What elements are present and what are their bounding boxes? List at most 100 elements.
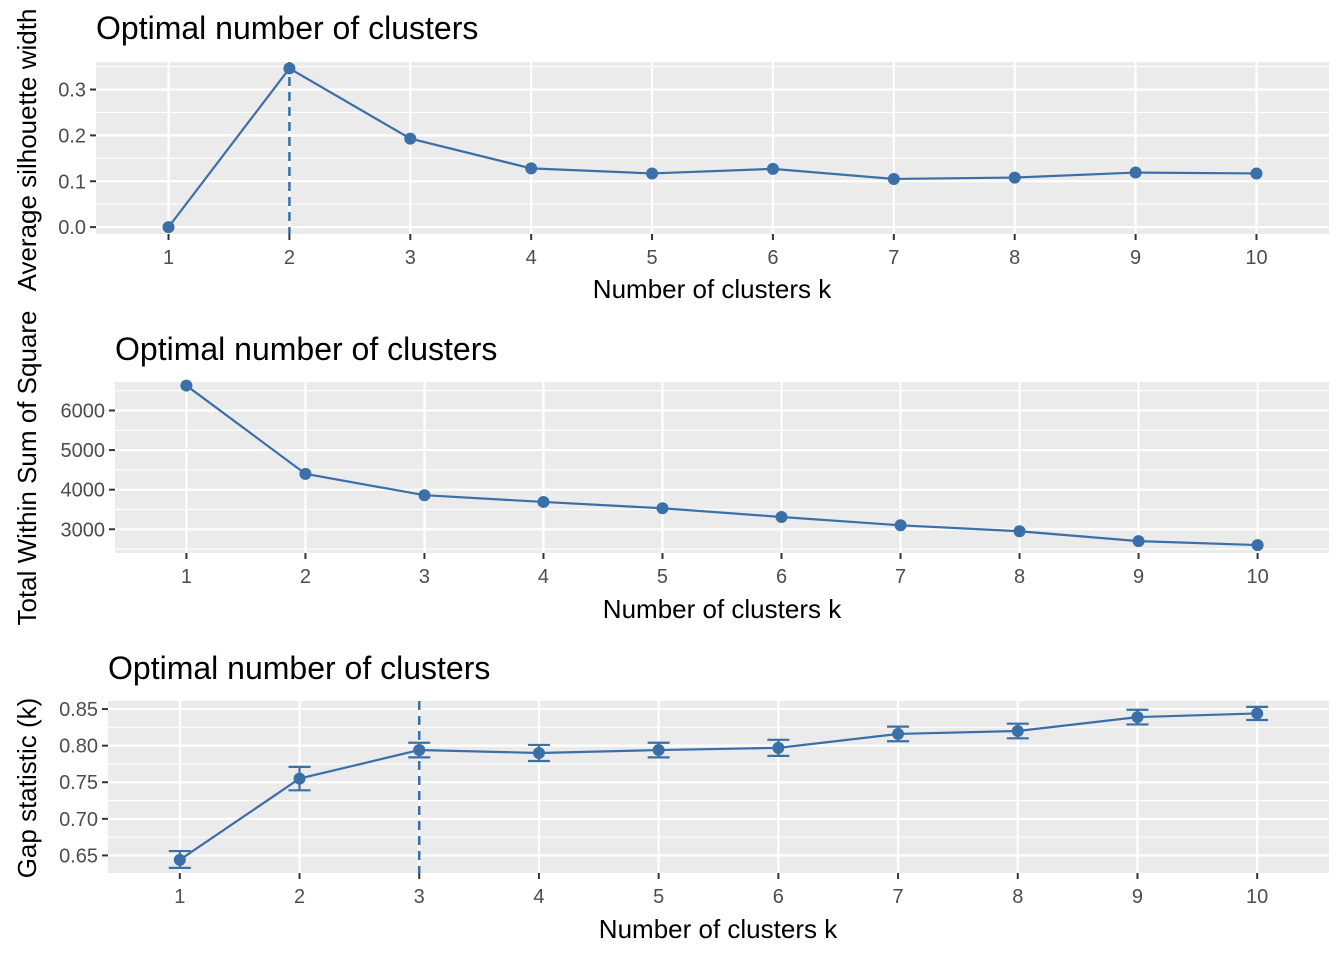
data-marks xyxy=(168,701,1269,873)
x-axis-title: Number of clusters k xyxy=(593,274,832,304)
y-tick-label: 0.1 xyxy=(58,171,86,193)
x-tick-label: 5 xyxy=(657,566,668,588)
x-tick-label: 2 xyxy=(294,886,305,908)
data-point xyxy=(1251,707,1264,720)
data-point xyxy=(887,172,900,185)
gridlines xyxy=(115,382,1329,553)
x-tick-label: 7 xyxy=(892,886,903,908)
x-tick-label: 3 xyxy=(414,886,425,908)
plot-panel xyxy=(96,62,1329,234)
x-tick-label: 2 xyxy=(300,566,311,588)
x-tick-label: 9 xyxy=(1130,247,1141,269)
x-axis-title: Number of clusters k xyxy=(603,594,842,624)
silhouette-chart: Optimal number of clusters 0.0 0.1 0.2 0.3 1… xyxy=(12,9,1329,304)
data-point xyxy=(1250,167,1263,180)
y-tick-label: 0.70 xyxy=(59,809,98,831)
data-marks xyxy=(180,379,1264,552)
y-tick-label: 6000 xyxy=(61,401,106,423)
data-point xyxy=(1013,525,1026,538)
data-point xyxy=(413,744,426,757)
data-point xyxy=(894,519,907,532)
y-tick-label: 0.80 xyxy=(59,736,98,758)
y-tick-label: 0.75 xyxy=(59,772,98,794)
chart-title: Optimal number of clusters xyxy=(115,331,497,367)
x-tick-label: 9 xyxy=(1133,566,1144,588)
data-point xyxy=(766,162,779,175)
x-tick-label: 6 xyxy=(767,247,778,269)
x-tick-label: 7 xyxy=(895,566,906,588)
x-tick-label: 7 xyxy=(888,247,899,269)
x-tick-label: 5 xyxy=(646,247,657,269)
data-point xyxy=(418,489,431,502)
data-point xyxy=(892,727,905,740)
data-point xyxy=(532,746,545,759)
x-tick-label: 1 xyxy=(174,886,185,908)
x-tick-label: 4 xyxy=(538,566,549,588)
data-point xyxy=(162,221,175,234)
data-point xyxy=(180,379,193,392)
series-line xyxy=(167,66,1257,228)
data-point xyxy=(1011,725,1024,738)
x-tick-label: 10 xyxy=(1245,247,1267,269)
data-point xyxy=(1132,535,1145,548)
x-tick-label: 3 xyxy=(405,247,416,269)
data-point xyxy=(293,772,306,785)
x-tick-label: 1 xyxy=(181,566,192,588)
gap-statistic-chart: Optimal number of clusters 0.650.700.750… xyxy=(12,650,1329,944)
y-axis-title: Gap statistic (k) xyxy=(12,698,42,879)
x-tick-label: 8 xyxy=(1009,247,1020,269)
x-tick-label: 9 xyxy=(1132,886,1143,908)
axis-ticks: 0.0 0.1 0.2 0.3 1 2 3 4 5 6 7 8 9 10 xyxy=(58,80,1267,269)
data-marks xyxy=(162,62,1263,234)
data-point xyxy=(1129,166,1142,179)
y-tick-label: 4000 xyxy=(61,480,106,502)
data-point xyxy=(283,62,296,75)
data-point xyxy=(173,853,186,866)
x-tick-label: 6 xyxy=(776,566,787,588)
plot-panel xyxy=(108,701,1329,873)
chart-title: Optimal number of clusters xyxy=(108,650,490,686)
x-tick-label: 10 xyxy=(1246,886,1268,908)
axis-ticks: 0.65 0.70 0.75 0.80 0.85 1 2 3 4 5 6 7 8 9 10 xyxy=(59,699,1268,908)
x-axis-title: Number of clusters k xyxy=(599,914,838,944)
y-axis-title: Total Within Sum of Square xyxy=(12,310,42,625)
wss-chart: Optimal number of clusters 3000 4000 5000 6… xyxy=(12,310,1329,626)
axis-ticks: 3000 4000 5000 6000 1 2 3 4 5 6 7 8 9 10 xyxy=(61,401,1269,589)
x-tick-label: 8 xyxy=(1014,566,1025,588)
y-tick-label: 0.3 xyxy=(58,80,86,102)
x-tick-label: 3 xyxy=(419,566,430,588)
data-point xyxy=(646,167,659,180)
x-tick-label: 4 xyxy=(526,247,537,269)
gridlines xyxy=(108,701,1329,873)
y-tick-label: 0.85 xyxy=(59,699,98,721)
data-point xyxy=(772,741,785,754)
x-tick-label: 4 xyxy=(533,886,544,908)
data-point xyxy=(656,502,669,515)
x-tick-label: 10 xyxy=(1246,566,1268,588)
series-line xyxy=(179,712,1258,861)
y-tick-label: 3000 xyxy=(61,519,106,541)
y-axis-title: Average silhouette width xyxy=(12,9,42,292)
x-tick-label: 1 xyxy=(163,247,174,269)
x-tick-label: 6 xyxy=(773,886,784,908)
data-point xyxy=(299,467,312,480)
y-tick-label: 5000 xyxy=(61,440,106,462)
x-tick-label: 2 xyxy=(284,247,295,269)
series-line xyxy=(185,384,1258,547)
data-point xyxy=(775,510,788,523)
gridlines xyxy=(96,62,1329,234)
x-tick-label: 5 xyxy=(653,886,664,908)
data-point xyxy=(1131,711,1144,724)
data-point xyxy=(537,495,550,508)
data-point xyxy=(525,162,538,175)
data-point xyxy=(652,744,665,757)
chart-title: Optimal number of clusters xyxy=(96,10,478,46)
x-tick-label: 8 xyxy=(1012,886,1023,908)
data-point xyxy=(1251,539,1264,552)
data-point xyxy=(1008,171,1021,184)
data-point xyxy=(404,132,417,145)
y-tick-label: 0.2 xyxy=(58,125,86,147)
y-tick-label: 0.65 xyxy=(59,845,98,867)
y-tick-label: 0.0 xyxy=(58,217,86,239)
